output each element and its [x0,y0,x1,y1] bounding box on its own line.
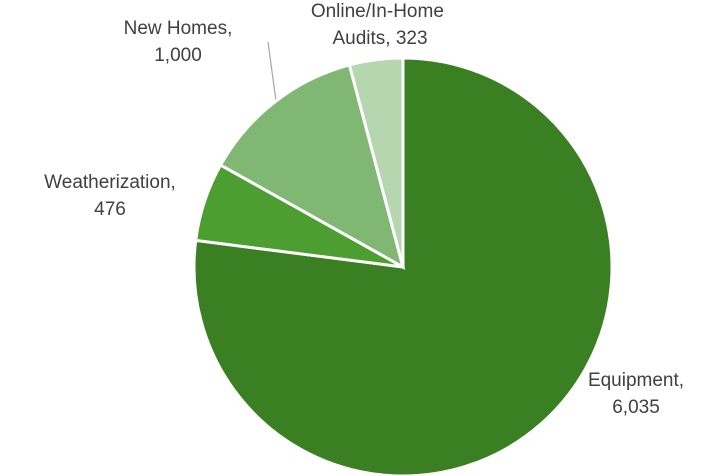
category-label: Online/In-Home Audits [311,1,449,49]
data-label: Online/In-Home Audits, 323 [311,1,449,49]
category-label: Weatherization [44,172,170,193]
value-label: 476 [94,199,126,220]
value-label: 323 [396,28,428,49]
pie-slice [192,56,614,476]
value-label: 6,035 [612,397,660,418]
category-label: New Homes [124,18,227,39]
data-label: Equipment, 6,035 [588,370,684,418]
data-label: Weatherization, 476 [44,172,176,220]
pie-slice [218,63,406,271]
category-label: Equipment [588,370,680,391]
value-label: 1,000 [154,45,202,66]
pie-slice [347,56,405,268]
leader-line [267,41,277,102]
data-label: New Homes, 1,000 [124,18,233,66]
